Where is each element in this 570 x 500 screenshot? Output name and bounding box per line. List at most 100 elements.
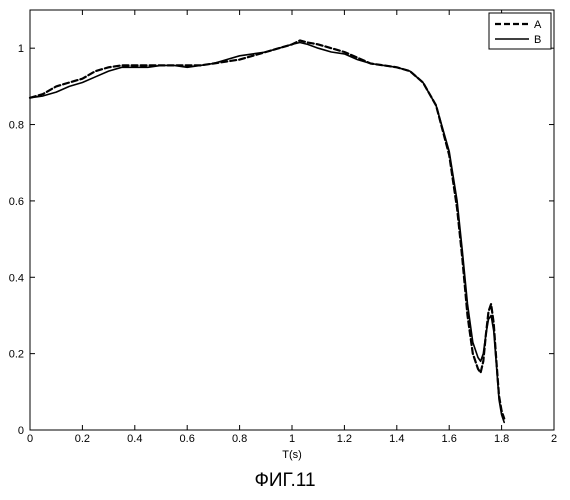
data-point-b — [299, 42, 300, 43]
data-point-b — [291, 44, 292, 45]
data-point-b — [43, 95, 44, 96]
data-point-b — [456, 200, 457, 201]
data-point-b — [331, 51, 332, 52]
data-point-b — [493, 330, 494, 331]
data-point-b — [462, 250, 463, 251]
data-point-b — [477, 357, 478, 358]
legend-label-a: A — [534, 19, 542, 31]
data-point-a — [187, 65, 188, 66]
data-point-b — [370, 63, 371, 64]
data-point-a — [134, 65, 135, 66]
data-point-b — [498, 399, 499, 400]
x-tick-label: 0.8 — [232, 433, 247, 445]
data-point-a — [491, 303, 492, 304]
data-point-a — [480, 372, 481, 373]
data-point-a — [147, 65, 148, 66]
data-point-a — [56, 86, 57, 87]
data-point-b — [82, 82, 83, 83]
plot-area — [30, 10, 554, 430]
data-point-a — [493, 322, 494, 323]
data-point-b — [252, 53, 253, 54]
data-point-b — [134, 67, 135, 68]
data-point-b — [467, 303, 468, 304]
data-point-a — [108, 67, 109, 68]
x-tick-label: 0.4 — [127, 433, 142, 445]
data-point-b — [422, 82, 423, 83]
x-tick-label: 0 — [27, 433, 33, 445]
data-point-a — [43, 93, 44, 94]
data-point-b — [29, 97, 30, 98]
data-point-a — [477, 368, 478, 369]
legend-box — [489, 13, 551, 49]
y-tick-label: 0 — [18, 425, 24, 437]
y-tick-label: 1 — [18, 43, 24, 55]
x-tick-label: 1.8 — [494, 433, 509, 445]
data-point-a — [121, 65, 122, 66]
data-point-b — [491, 315, 492, 316]
data-point-b — [344, 53, 345, 54]
data-point-b — [485, 334, 486, 335]
data-point-b — [383, 65, 384, 66]
x-axis-label: T(s) — [282, 449, 302, 461]
data-point-b — [56, 91, 57, 92]
data-point-b — [174, 65, 175, 66]
data-point-b — [239, 55, 240, 56]
data-point-a — [95, 70, 96, 71]
data-point-b — [307, 44, 308, 45]
data-point-a — [467, 315, 468, 316]
data-point-a — [318, 44, 319, 45]
x-tick-label: 0.2 — [75, 433, 90, 445]
y-tick-label: 0.6 — [9, 196, 24, 208]
data-point-b — [501, 414, 502, 415]
data-point-a — [82, 78, 83, 79]
data-point-b — [496, 364, 497, 365]
data-point-a — [69, 82, 70, 83]
data-point-b — [265, 51, 266, 52]
data-point-b — [147, 67, 148, 68]
data-point-b — [396, 67, 397, 68]
data-point-b — [160, 65, 161, 66]
data-point-b — [472, 342, 473, 343]
figure-caption: ФИГ.11 — [0, 470, 570, 492]
data-point-b — [449, 151, 450, 152]
data-point-b — [69, 86, 70, 87]
x-tick-label: 1.2 — [337, 433, 352, 445]
x-tick-label: 0.6 — [180, 433, 195, 445]
legend: AB — [489, 13, 551, 49]
data-point-b — [488, 319, 489, 320]
data-point-a — [299, 40, 300, 41]
data-point-a — [488, 311, 489, 312]
data-point-b — [436, 105, 437, 106]
data-point-a — [307, 42, 308, 43]
y-tick-label: 0.4 — [9, 272, 24, 284]
data-point-b — [213, 63, 214, 64]
data-point-b — [504, 422, 505, 423]
data-point-b — [409, 70, 410, 71]
data-point-b — [187, 67, 188, 68]
data-point-b — [95, 76, 96, 77]
data-point-a — [483, 361, 484, 362]
x-tick-label: 1.4 — [389, 433, 404, 445]
data-point-a — [357, 57, 358, 58]
data-point-b — [357, 59, 358, 60]
x-tick-label: 2 — [551, 433, 557, 445]
data-point-b — [483, 353, 484, 354]
data-point-b — [226, 59, 227, 60]
legend-label-b: B — [534, 34, 541, 46]
data-point-b — [318, 48, 319, 49]
x-tick-label: 1.6 — [442, 433, 457, 445]
data-point-a — [331, 48, 332, 49]
data-point-b — [121, 67, 122, 68]
data-point-b — [200, 65, 201, 66]
data-point-b — [480, 361, 481, 362]
data-point-a — [252, 55, 253, 56]
data-point-a — [472, 353, 473, 354]
data-point-b — [108, 70, 109, 71]
data-point-a — [344, 51, 345, 52]
x-tick-label: 1 — [289, 433, 295, 445]
y-tick-label: 0.2 — [9, 349, 24, 361]
y-tick-label: 0.8 — [9, 120, 24, 132]
data-point-a — [239, 59, 240, 60]
data-point-b — [278, 48, 279, 49]
